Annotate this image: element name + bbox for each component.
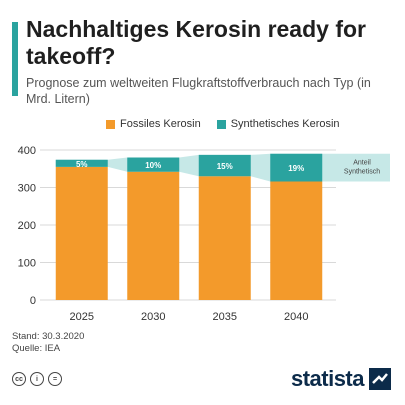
bar-fossil-2030 [127,171,180,300]
attribution-icon[interactable]: i [30,372,44,386]
bar-synthetic-2030 [127,157,180,172]
chart-legend: Fossiles Kerosin Synthetisches Kerosin [106,118,340,130]
footer-source: Quelle: IEA [12,343,61,354]
x-tick-label: 2030 [141,311,165,323]
bar-data-label: 10% [145,161,161,170]
brand-name: statista [290,366,365,391]
stacked-bar-chart: 0 100 200 300 400 5% 2025 10% 2030 15% 2035 19% 2040… [18,145,390,323]
x-tick-label: 2040 [284,311,308,323]
legend-label-fossil: Fossiles Kerosin [120,118,201,130]
bar-data-label: 5% [76,160,88,169]
legend-swatch-fossil [106,119,115,129]
license-icons: cc i = [12,372,62,386]
bar-data-label: 15% [217,162,233,171]
brand[interactable]: statista [291,366,391,392]
y-tick-label: 100 [18,258,36,270]
bar-fossil-2035 [198,176,251,300]
bar-data-label: 19% [288,164,304,173]
x-tick-label: 2035 [213,311,237,323]
page-title: Nachhaltiges Kerosin ready for takeoff? [26,16,366,69]
y-tick-label: 200 [18,220,36,232]
bar-synthetic-2035 [198,154,251,177]
legend-item-synthetic: Synthetisches Kerosin [216,118,340,130]
cc-license-icon[interactable]: cc [12,372,26,386]
band-annotation-line: Anteil [353,160,371,167]
legend-swatch-synthetic [216,119,226,129]
x-tick-label: 2025 [70,311,94,323]
bar-fossil-2040 [270,181,323,300]
y-tick-label: 300 [18,183,36,195]
legend-label-synthetic: Synthetisches Kerosin [230,118,340,130]
y-tick-label: 400 [18,145,36,157]
y-tick-label: 0 [30,295,36,307]
page-subtitle: Prognose zum weltweiten Flugkraftstoffve… [26,76,371,106]
title-accent-bar [12,22,18,96]
no-derivatives-icon[interactable]: = [48,372,62,386]
band-annotation-line: Synthetisch [344,169,380,176]
footer: Stand: 30.3.2020 Quelle: IEA [12,331,84,355]
legend-item-fossil: Fossiles Kerosin [106,118,201,130]
footer-date: Stand: 30.3.2020 [12,331,85,342]
statista-logo-icon [369,368,391,390]
bar-synthetic-2025 [55,159,108,167]
bar-synthetic-2040 [270,153,323,182]
bar-fossil-2025 [55,166,108,300]
